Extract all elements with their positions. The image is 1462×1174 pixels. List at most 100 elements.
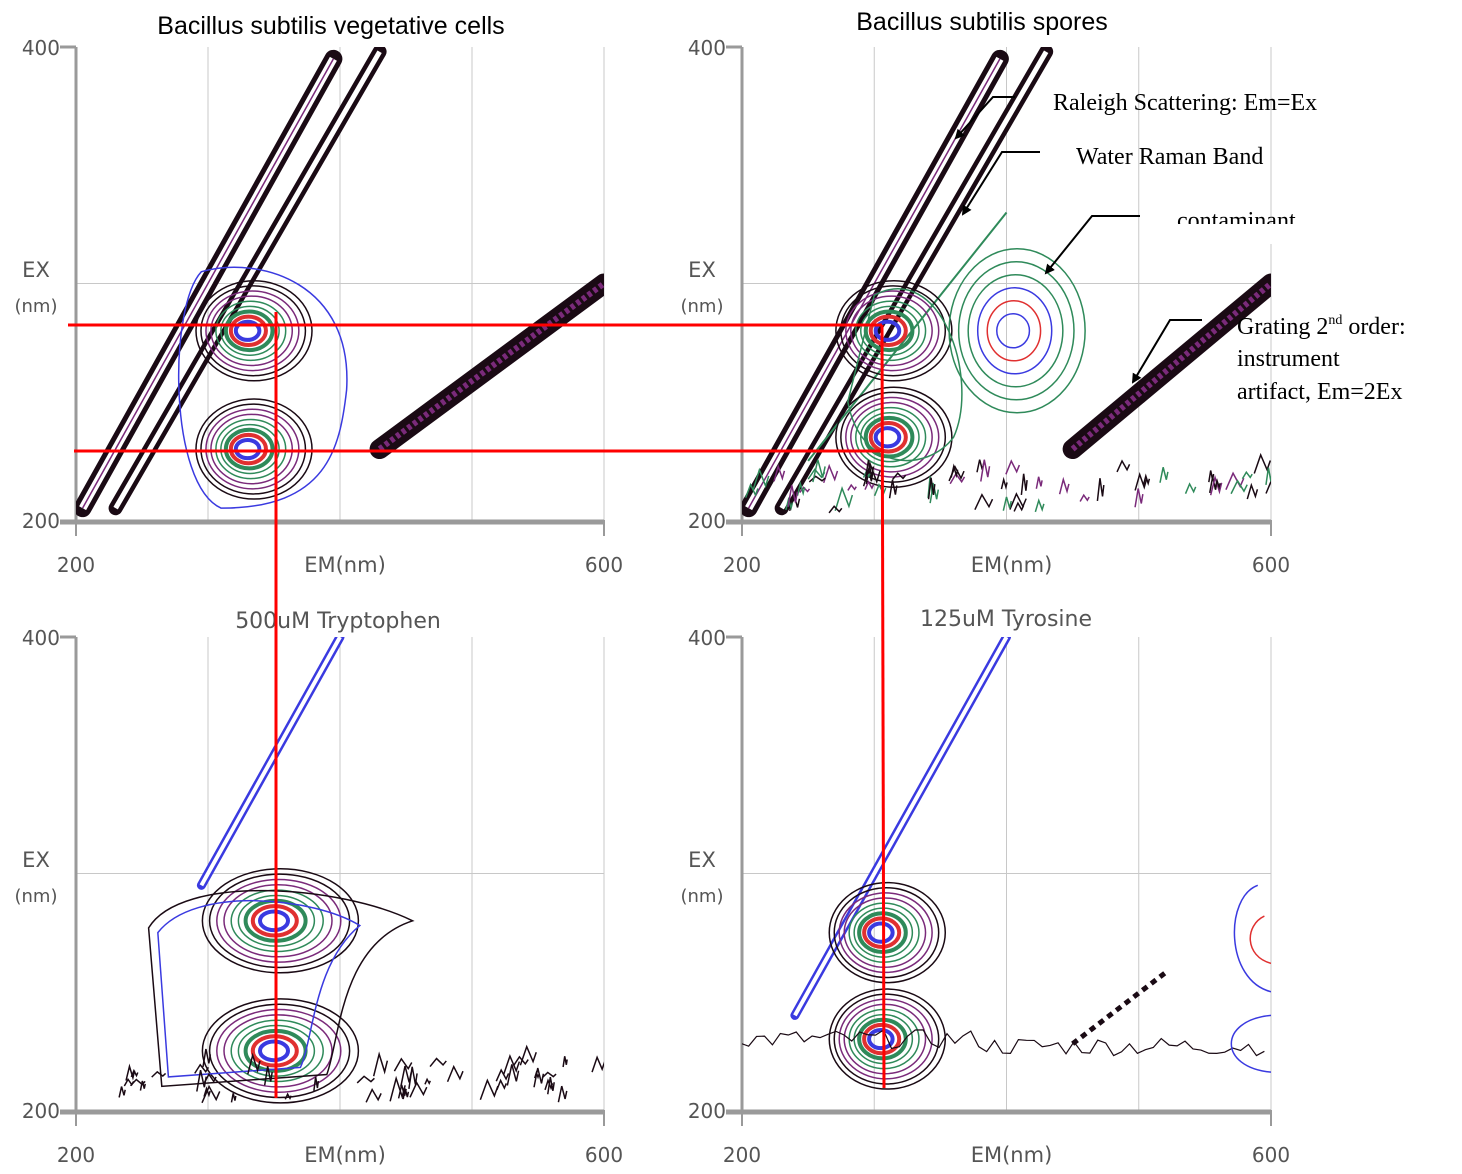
y-tick-label-400: 400 bbox=[22, 36, 60, 60]
noise-contour bbox=[865, 469, 874, 485]
noise-contour bbox=[1265, 479, 1271, 494]
contour-ring bbox=[863, 415, 915, 459]
guide-line-em-spores bbox=[880, 324, 886, 1089]
y-tick-label-400: 400 bbox=[22, 626, 60, 650]
grating-band-core bbox=[377, 281, 604, 452]
contour-ring bbox=[860, 412, 920, 463]
noise-contour bbox=[506, 1064, 520, 1086]
noise-contour bbox=[822, 463, 839, 484]
panel-title-vegetative-cells: Bacillus subtilis vegetative cells bbox=[157, 12, 504, 40]
contour-ring bbox=[828, 988, 947, 1090]
noise-contour bbox=[202, 1048, 212, 1068]
noise-contour bbox=[519, 1044, 537, 1066]
baseline-contour bbox=[742, 1029, 1265, 1057]
contour-ring bbox=[976, 287, 1053, 375]
eem-panel-vegetative-cells: 400 200 200 600 EM(nm) EX (nm) bbox=[15, 36, 624, 577]
contour-ring bbox=[845, 396, 940, 478]
noise-contour bbox=[409, 1081, 428, 1098]
noise-contour bbox=[1253, 452, 1271, 474]
contour-ring bbox=[948, 248, 1086, 414]
panel-title-spores: Bacillus subtilis spores bbox=[856, 8, 1108, 36]
edge-contour bbox=[1249, 915, 1271, 965]
y-axis-label-unit: (nm) bbox=[15, 296, 58, 317]
contour-ring bbox=[200, 403, 307, 495]
contour-ring bbox=[838, 998, 933, 1080]
noise-contour bbox=[557, 1085, 568, 1103]
noise-contour bbox=[541, 1071, 557, 1079]
contour-ring bbox=[216, 1008, 342, 1093]
contour-ring bbox=[258, 1039, 290, 1063]
noise-contour bbox=[1096, 478, 1105, 502]
contour-ring bbox=[855, 406, 927, 468]
contour-envelope bbox=[847, 288, 963, 462]
noise-contour bbox=[479, 1078, 499, 1100]
contour-ring bbox=[868, 314, 908, 348]
contour-ring bbox=[850, 401, 933, 473]
x-axis-label: EM(nm) bbox=[971, 1143, 1053, 1167]
noise-contour bbox=[891, 472, 907, 481]
contour-ring bbox=[233, 319, 262, 342]
y-tick-label-400: 400 bbox=[688, 36, 726, 60]
eem-panel-tryptophan: 400 200 200 600 EM(nm) EX (nm) bbox=[15, 626, 624, 1167]
label-crop-mask bbox=[1170, 224, 1310, 244]
contour-ring bbox=[855, 300, 927, 362]
arrow-raman bbox=[961, 151, 1040, 216]
label-water-raman-band: Water Raman Band bbox=[1076, 144, 1263, 170]
contour-ring bbox=[986, 300, 1042, 362]
contour-ring bbox=[840, 285, 947, 377]
noise-contour bbox=[1265, 467, 1271, 485]
noise-contour bbox=[123, 1077, 135, 1087]
panel-title-tyrosine: 125uM Tyrosine bbox=[920, 607, 1092, 632]
noise-contour bbox=[393, 1057, 413, 1072]
noise-contour bbox=[130, 1068, 139, 1078]
contour-ring bbox=[220, 305, 280, 356]
noise-contour bbox=[533, 1070, 540, 1080]
contour-ring bbox=[868, 421, 908, 454]
contour-ring bbox=[195, 280, 313, 382]
noise-contour bbox=[796, 480, 806, 497]
contour-ring bbox=[223, 884, 333, 958]
panel-title-tryptophan: 500uM Tryptophen bbox=[235, 609, 441, 634]
raman-band-core bbox=[113, 50, 382, 510]
contour-ring bbox=[215, 418, 287, 480]
noise-contour bbox=[808, 475, 826, 483]
contour-envelope bbox=[147, 889, 415, 1088]
noise-contour bbox=[1009, 492, 1027, 510]
contour-ring bbox=[220, 423, 280, 475]
noise-contour bbox=[1116, 459, 1131, 473]
noise-contour bbox=[356, 1075, 375, 1084]
contour-ring bbox=[223, 1014, 333, 1088]
contour-ring bbox=[233, 437, 262, 461]
y-axis-label-ex: EX bbox=[22, 258, 50, 282]
noise-contour bbox=[1034, 498, 1045, 513]
noise-contour bbox=[1159, 467, 1169, 483]
noise-contour bbox=[980, 459, 991, 482]
contour-ring bbox=[862, 1022, 902, 1056]
contour-ring bbox=[835, 280, 953, 382]
noise-contour bbox=[372, 1051, 389, 1077]
rayleigh-band-inner bbox=[81, 58, 335, 509]
noise-contour bbox=[591, 1055, 604, 1073]
noise-contour bbox=[1005, 459, 1021, 475]
rayleigh-band-core bbox=[199, 637, 342, 887]
noise-contour bbox=[1020, 473, 1028, 496]
noise-contour bbox=[773, 463, 786, 482]
y-axis-label-ex: EX bbox=[22, 848, 50, 872]
y-axis-label-ex: EX bbox=[688, 258, 716, 282]
x-tick-label-600: 600 bbox=[585, 1143, 623, 1167]
arrow-contaminant bbox=[1044, 215, 1140, 275]
noise-contour bbox=[446, 1064, 464, 1083]
noise-contour bbox=[812, 459, 826, 483]
noise-contour bbox=[118, 1086, 126, 1098]
contour-ring bbox=[867, 1027, 895, 1051]
contour-ring bbox=[205, 290, 300, 372]
eem-panel-tyrosine: 400 200 200 600 EM(nm) EX (nm) bbox=[681, 626, 1291, 1167]
contour-ring bbox=[850, 295, 933, 367]
contour-ring bbox=[216, 878, 342, 963]
x-tick-label-600: 600 bbox=[1252, 553, 1290, 577]
noise-contour bbox=[1079, 493, 1090, 502]
contour-ring bbox=[205, 408, 300, 490]
contour-ring bbox=[228, 432, 268, 466]
contour-ring bbox=[201, 868, 360, 974]
noise-contour bbox=[502, 1053, 521, 1075]
